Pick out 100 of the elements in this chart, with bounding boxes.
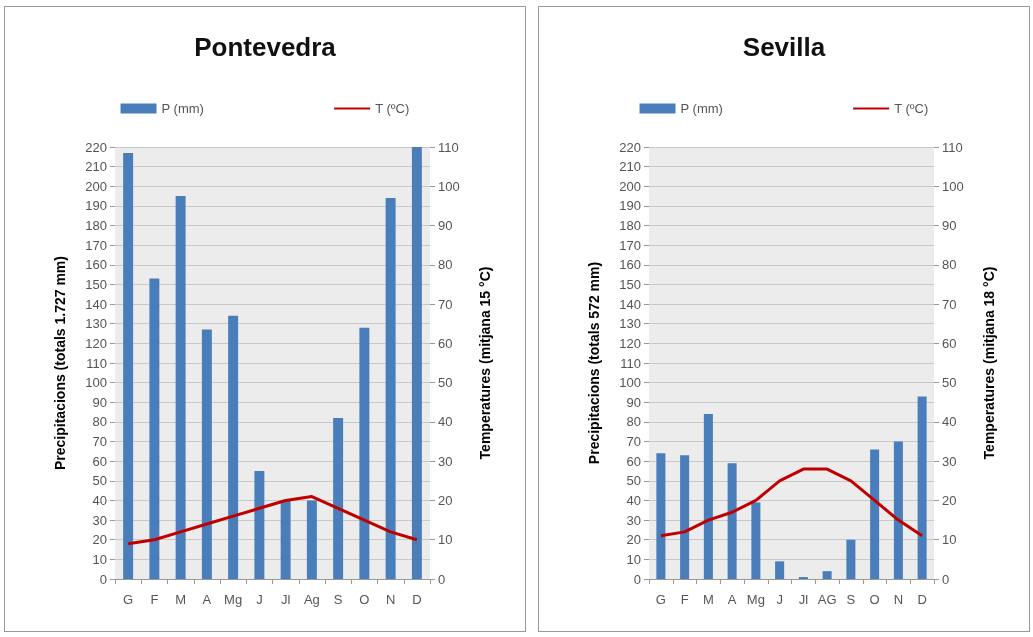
bar <box>846 539 856 579</box>
bar <box>751 502 761 579</box>
y-tick-label: 50 <box>626 473 641 489</box>
y2-tick-label: 50 <box>942 375 957 391</box>
y2-tick-label: 20 <box>942 492 957 508</box>
bar <box>306 500 317 579</box>
bar <box>175 196 186 579</box>
y-axis-title: Precipitacions (totals 572 mm) <box>586 261 602 465</box>
y-tick-label: 220 <box>619 139 641 155</box>
y2-tick-label: 50 <box>438 375 453 391</box>
x-tick-label: A <box>202 592 212 607</box>
y-tick-label: 30 <box>92 512 107 528</box>
y-tick-label: 220 <box>85 139 107 155</box>
y-tick-label: 150 <box>85 276 107 292</box>
y2-tick-label: 90 <box>438 218 453 234</box>
y-tick-label: 120 <box>85 335 107 351</box>
y-axis-title: Precipitacions (totals 1.727 mm) <box>52 256 68 470</box>
y2-tick-label: 100 <box>942 178 964 194</box>
x-tick-label: N <box>893 592 904 607</box>
bar <box>870 449 880 579</box>
bar <box>228 315 239 579</box>
y2-tick-label: 40 <box>942 414 957 430</box>
y-tick-label: 130 <box>85 316 107 332</box>
legend-label: P (mm) <box>680 101 723 116</box>
bar <box>149 278 160 579</box>
y-tick-label: 140 <box>85 296 107 312</box>
y-tick-label: 170 <box>85 237 107 253</box>
y2-tick-label: 60 <box>438 335 453 351</box>
y2-tick-label: 70 <box>438 296 453 312</box>
y2-tick-label: 80 <box>438 257 453 273</box>
y-tick-label: 80 <box>92 414 107 430</box>
legend-label: P (mm) <box>161 101 204 116</box>
y-tick-label: 70 <box>92 434 107 450</box>
x-tick-label: J <box>256 592 263 607</box>
y-tick-label: 210 <box>619 159 641 175</box>
y-tick-label: 140 <box>619 296 641 312</box>
y-tick-label: 10 <box>92 551 107 567</box>
bar <box>201 329 212 579</box>
y-tick-label: 120 <box>619 335 641 351</box>
bar <box>680 455 690 579</box>
y-tick-label: 80 <box>626 414 641 430</box>
x-tick-label: Mg <box>224 592 243 607</box>
y2-tick-label: 40 <box>438 414 453 430</box>
legend-label: T (ºC) <box>894 101 929 116</box>
y-tick-label: 40 <box>626 492 641 508</box>
x-tick-label: Mg <box>746 592 765 607</box>
y2-tick-label: 0 <box>438 571 446 587</box>
y2-tick-label: 80 <box>942 257 957 273</box>
x-tick-label: D <box>412 592 422 607</box>
bar <box>385 198 396 579</box>
x-tick-label: N <box>385 592 396 607</box>
y-tick-label: 130 <box>619 316 641 332</box>
y2-tick-label: 20 <box>438 492 453 508</box>
x-tick-label: F <box>150 592 159 607</box>
y2-tick-label: 110 <box>438 139 459 155</box>
y2-axis-title: Temperatures (mitjana 15 °C) <box>477 266 493 460</box>
chart-title: Pontevedra <box>194 32 337 62</box>
x-tick-label: G <box>123 592 134 607</box>
y-tick-label: 90 <box>92 394 107 410</box>
y-tick-label: 110 <box>86 355 107 371</box>
x-tick-label: Jl <box>798 592 809 607</box>
y2-axis-title: Temperatures (mitjana 18 °C) <box>981 266 997 460</box>
y-tick-label: 90 <box>626 394 641 410</box>
y-tick-label: 180 <box>619 218 641 234</box>
x-tick-label: J <box>776 592 783 607</box>
x-tick-label: O <box>869 592 880 607</box>
y-tick-label: 210 <box>85 159 107 175</box>
y2-tick-label: 30 <box>942 453 957 469</box>
y-tick-label: 170 <box>619 237 641 253</box>
y2-tick-label: 10 <box>438 532 453 548</box>
y-tick-label: 190 <box>85 198 107 214</box>
line-series <box>126 495 419 546</box>
y2-tick-label: 70 <box>942 296 957 312</box>
x-tick-label: M <box>702 592 714 607</box>
y2-tick-label: 100 <box>438 178 460 194</box>
bar <box>727 463 737 579</box>
y-tick-label: 180 <box>85 218 107 234</box>
y-tick-label: 20 <box>626 532 641 548</box>
y-tick-label: 20 <box>92 532 107 548</box>
x-tick-label: D <box>917 592 927 607</box>
x-tick-label: Ag <box>303 592 320 607</box>
x-tick-label: Jl <box>280 592 291 607</box>
y-tick-label: 160 <box>619 257 641 273</box>
legend-label: T (ºC) <box>375 101 410 116</box>
y-tick-label: 70 <box>626 434 641 450</box>
y-tick-label: 0 <box>99 571 107 587</box>
y-tick-label: 160 <box>85 257 107 273</box>
x-tick-label: S <box>333 592 343 607</box>
y2-tick-label: 90 <box>942 218 957 234</box>
y-tick-label: 200 <box>85 178 107 194</box>
bar <box>411 147 422 579</box>
x-tick-label: G <box>655 592 666 607</box>
bar <box>359 327 370 579</box>
y-tick-label: 10 <box>626 551 641 567</box>
line-series <box>659 467 924 538</box>
y-tick-label: 110 <box>620 355 641 371</box>
y-tick-label: 100 <box>85 375 107 391</box>
y-tick-label: 60 <box>626 453 641 469</box>
bar <box>656 453 666 579</box>
bar <box>822 571 832 579</box>
